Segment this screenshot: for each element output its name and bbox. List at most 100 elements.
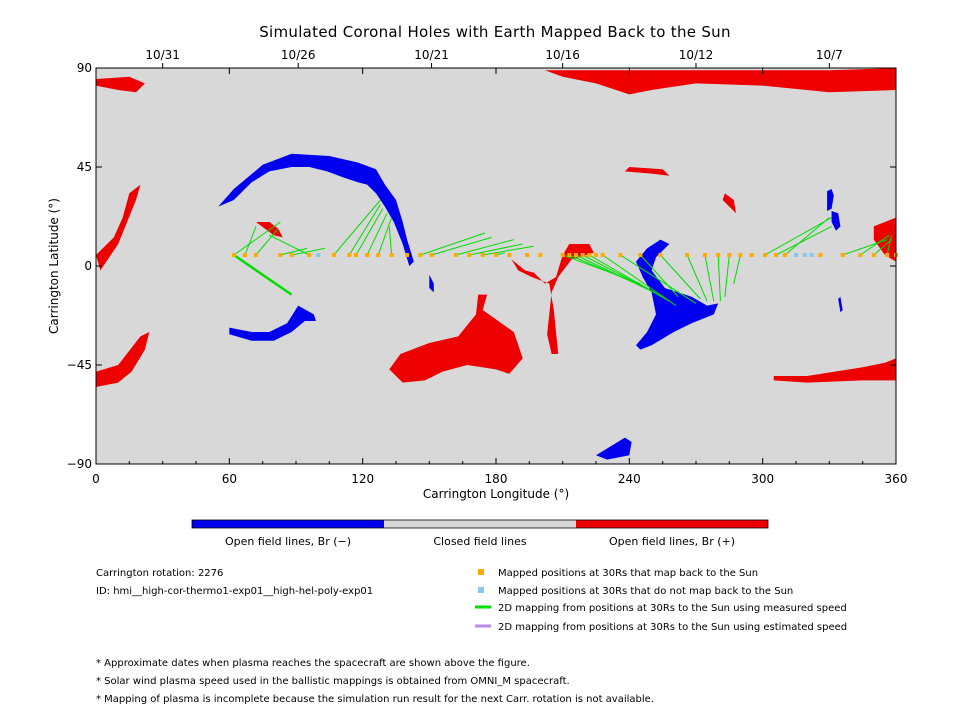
mapping-line <box>602 254 677 307</box>
mapping-line <box>660 254 701 300</box>
footnote-dates: * Approximate dates when plasma reaches … <box>96 658 530 669</box>
unmapped-point <box>316 253 321 257</box>
colorbar-negative <box>192 520 384 528</box>
mapping-line <box>244 226 257 256</box>
mapping-line <box>717 254 721 302</box>
mapping-line <box>775 225 832 256</box>
y-tick-label: −90 <box>67 457 92 471</box>
mapped-points <box>231 253 898 257</box>
mapping-line <box>860 234 890 256</box>
mapped-point <box>289 253 294 257</box>
coronal-hole-positive-7 <box>511 244 594 354</box>
mapped-point <box>418 253 423 257</box>
mapped-point <box>749 253 754 257</box>
date-tick-label: 10/12 <box>679 48 714 62</box>
mapped-point <box>594 253 598 257</box>
mapped-point <box>818 253 823 257</box>
x-tick-label: 240 <box>618 472 641 486</box>
mapping-line <box>420 232 486 256</box>
mapping-line <box>291 247 325 256</box>
mapping-line <box>233 253 293 296</box>
date-tick-label: 10/16 <box>545 48 580 62</box>
mapping-line <box>575 254 655 293</box>
mapped-point <box>376 253 381 257</box>
mapping-line <box>366 212 388 256</box>
mapped-point <box>242 253 247 257</box>
coronal-hole-positive-9 <box>773 358 896 383</box>
mapped-point <box>307 253 312 257</box>
coronal-hole-negative-15 <box>827 189 834 211</box>
y-tick-label: 0 <box>84 259 92 273</box>
mapped-point <box>538 253 543 257</box>
y-tick-label: 45 <box>77 160 92 174</box>
colorbar-frame <box>191 519 769 529</box>
mapped-point <box>507 253 512 257</box>
colorbar-closed <box>384 520 576 528</box>
unmapped-point <box>794 253 798 257</box>
mapped-point <box>685 253 690 257</box>
y-axis: −90 −45 0 45 90 <box>67 61 896 471</box>
top-date-axis: 10/31 10/26 10/21 10/16 10/12 10/7 <box>145 48 843 68</box>
mapping-line <box>704 254 715 302</box>
y-axis-label: Carrington Latitude (°) <box>47 198 61 334</box>
y-tick-label: 90 <box>77 61 92 75</box>
mapping-line <box>269 234 310 256</box>
mapping-line <box>640 254 679 298</box>
mapped-point <box>494 253 498 257</box>
mapped-point <box>574 253 578 257</box>
mapping-line <box>280 247 308 256</box>
coronal-hole-positive-3 <box>722 193 736 214</box>
coronal-hole-negative-16 <box>831 211 841 231</box>
legend-marker-mapped <box>478 569 484 575</box>
date-tick-label: 10/31 <box>145 48 180 62</box>
mapping-line <box>233 221 281 256</box>
coronal-hole-negative-17 <box>838 296 843 313</box>
mapping-line <box>355 208 384 256</box>
mapping-line <box>589 254 670 302</box>
mapping-line <box>724 254 730 297</box>
coronal-hole-positive-2 <box>624 167 670 176</box>
mapped-point <box>278 253 283 257</box>
x-axis-label: Carrington Longitude (°) <box>423 487 569 501</box>
mapped-point <box>658 253 663 257</box>
mapped-point <box>858 253 863 257</box>
mapping-line <box>333 199 381 256</box>
run-id: ID: hmi__high-cor-thermo1-exp01__high-he… <box>96 586 373 597</box>
mapped-point <box>467 253 472 257</box>
mapped-point <box>638 253 643 257</box>
coronal-hole-negative-14 <box>636 239 719 350</box>
mapped-point <box>774 253 778 257</box>
mapping-line <box>620 254 697 304</box>
x-tick-label: 300 <box>751 472 774 486</box>
legend-label-measured: 2D mapping from positions at 30Rs to the… <box>498 603 847 614</box>
mapping-line <box>686 254 708 302</box>
legend-label-estimated: 2D mapping from positions at 30Rs to the… <box>498 622 847 633</box>
x-axis: 0 60 120 180 240 300 360 <box>92 68 907 486</box>
colorbar-positive <box>576 520 768 528</box>
mapping-line <box>482 245 534 256</box>
mapped-point <box>738 253 743 257</box>
mapping-line <box>469 243 523 256</box>
unmapped-point <box>802 253 807 257</box>
unmapped-point <box>809 253 814 257</box>
x-tick-label: 60 <box>222 472 237 486</box>
mapping-lines <box>233 199 893 307</box>
x-tick-label: 180 <box>485 472 508 486</box>
mapped-point <box>560 253 565 257</box>
legend-label-mapped: Mapped positions at 30Rs that map back t… <box>498 568 758 579</box>
x-tick-label: 360 <box>885 472 908 486</box>
mapped-point <box>716 253 721 257</box>
coronal-hole-positive-8 <box>873 217 896 262</box>
carrington-rotation: Carrington rotation: 2276 <box>96 568 223 579</box>
coronal-hole-negative-18 <box>596 437 632 460</box>
mapped-point <box>727 253 732 257</box>
coronal-hole-negative-13 <box>429 274 434 293</box>
mapping-line <box>886 235 893 256</box>
footnote-speed: * Solar wind plasma speed used in the ba… <box>96 676 570 687</box>
mapping-line <box>431 236 492 256</box>
mapped-point <box>525 253 530 257</box>
coronal-hole-negative-11 <box>218 153 414 266</box>
mapped-point <box>365 253 370 257</box>
date-tick-label: 10/7 <box>816 48 843 62</box>
